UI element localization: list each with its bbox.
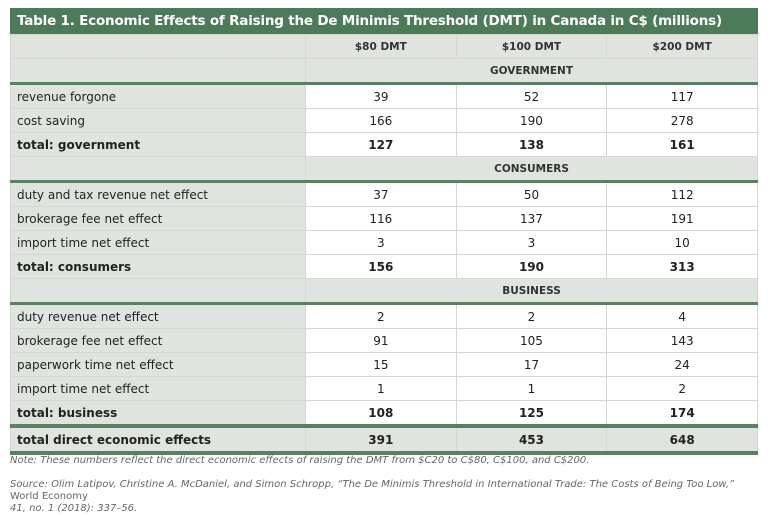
value-cell: 3: [455, 230, 608, 255]
value-cell: 190: [455, 108, 608, 133]
value-cell: 174: [606, 400, 758, 427]
column-header: $80 DMT: [305, 34, 457, 59]
value-cell: 91: [305, 328, 457, 353]
row-label: duty and tax revenue net effect: [10, 181, 306, 207]
value-cell: 2: [455, 303, 608, 329]
value-cell: 138: [455, 132, 608, 157]
value-cell: 161: [606, 132, 758, 157]
value-cell: 17: [455, 352, 608, 377]
table-source: Source: Olim Latipov, Christine A. McDan…: [10, 479, 758, 515]
value-cell: 191: [606, 206, 758, 231]
value-cell: 143: [606, 328, 758, 353]
table-title: Table 1. Economic Effects of Raising the…: [10, 8, 758, 34]
section-row: BUSINESS: [10, 278, 758, 305]
section-header: CONSUMERS: [305, 156, 758, 183]
value-cell: 166: [305, 108, 457, 133]
row-label: brokerage fee net effect: [10, 328, 306, 353]
row-label: revenue forgone: [10, 83, 306, 109]
section-row: CONSUMERS: [10, 156, 758, 183]
total-row: total: consumers 156 190 313: [10, 254, 758, 279]
value-cell: 313: [606, 254, 758, 279]
row-label: paperwork time net effect: [10, 352, 306, 377]
value-cell: 190: [455, 254, 608, 279]
table-row: cost saving 166 190 278: [10, 108, 758, 133]
section-row: GOVERNMENT: [10, 58, 758, 85]
table-note: Note: These numbers reflect the direct e…: [10, 455, 590, 466]
value-cell: 105: [455, 328, 608, 353]
table-row: brokerage fee net effect 91 105 143: [10, 328, 758, 353]
total-row: total: business 108 125 174: [10, 400, 758, 427]
value-cell: 391: [305, 424, 457, 455]
section-header: BUSINESS: [305, 278, 758, 305]
value-cell: 3: [305, 230, 457, 255]
value-cell: 112: [606, 181, 758, 207]
source-journal: World Economy: [10, 491, 88, 502]
value-cell: 15: [305, 352, 457, 377]
value-cell: 10: [606, 230, 758, 255]
value-cell: 117: [606, 83, 758, 109]
value-cell: 137: [455, 206, 608, 231]
value-cell: 37: [305, 181, 457, 207]
row-label: brokerage fee net effect: [10, 206, 306, 231]
value-cell: 2: [606, 376, 758, 401]
source-text: Source: Olim Latipov, Christine A. McDan…: [10, 479, 735, 490]
row-label: duty revenue net effect: [10, 303, 306, 329]
total-row: total: government 127 138 161: [10, 132, 758, 157]
value-cell: 4: [606, 303, 758, 329]
row-label: total direct economic effects: [10, 424, 306, 455]
value-cell: 156: [305, 254, 457, 279]
grand-total-row: total direct economic effects 391 453 648: [10, 424, 758, 455]
row-label: import time net effect: [10, 230, 306, 255]
value-cell: 125: [455, 400, 608, 427]
row-label: cost saving: [10, 108, 306, 133]
value-cell: 108: [305, 400, 457, 427]
economic-effects-table: $80 DMT $100 DMT $200 DMT GOVERNMENT revenue…: [10, 34, 758, 455]
value-cell: 50: [455, 181, 608, 207]
table-row: duty revenue net effect 2 2 4: [10, 303, 758, 329]
header-blank-cell: [10, 34, 306, 59]
row-label: total: business: [10, 400, 306, 427]
column-header: $100 DMT: [455, 34, 608, 59]
value-cell: 52: [455, 83, 608, 109]
value-cell: 1: [455, 376, 608, 401]
table-container: Table 1. Economic Effects of Raising the…: [10, 8, 758, 455]
table-row: revenue forgone 39 52 117: [10, 83, 758, 109]
section-blank-cell: [10, 278, 306, 305]
value-cell: 453: [455, 424, 608, 455]
value-cell: 278: [606, 108, 758, 133]
row-label: total: government: [10, 132, 306, 157]
value-cell: 648: [606, 424, 758, 455]
value-cell: 39: [305, 83, 457, 109]
column-header: $200 DMT: [606, 34, 758, 59]
section-blank-cell: [10, 58, 306, 85]
value-cell: 2: [305, 303, 457, 329]
table-row: import time net effect 3 3 10: [10, 230, 758, 255]
value-cell: 1: [305, 376, 457, 401]
table-row: paperwork time net effect 15 17 24: [10, 352, 758, 377]
table-row: duty and tax revenue net effect 37 50 112: [10, 181, 758, 207]
source-citation: 41, no. 1 (2018): 337–56.: [10, 503, 138, 514]
header-row: $80 DMT $100 DMT $200 DMT: [10, 34, 758, 59]
table-row: import time net effect 1 1 2: [10, 376, 758, 401]
section-header: GOVERNMENT: [305, 58, 758, 85]
value-cell: 127: [305, 132, 457, 157]
row-label: import time net effect: [10, 376, 306, 401]
value-cell: 24: [606, 352, 758, 377]
section-blank-cell: [10, 156, 306, 183]
table-row: brokerage fee net effect 116 137 191: [10, 206, 758, 231]
value-cell: 116: [305, 206, 457, 231]
row-label: total: consumers: [10, 254, 306, 279]
